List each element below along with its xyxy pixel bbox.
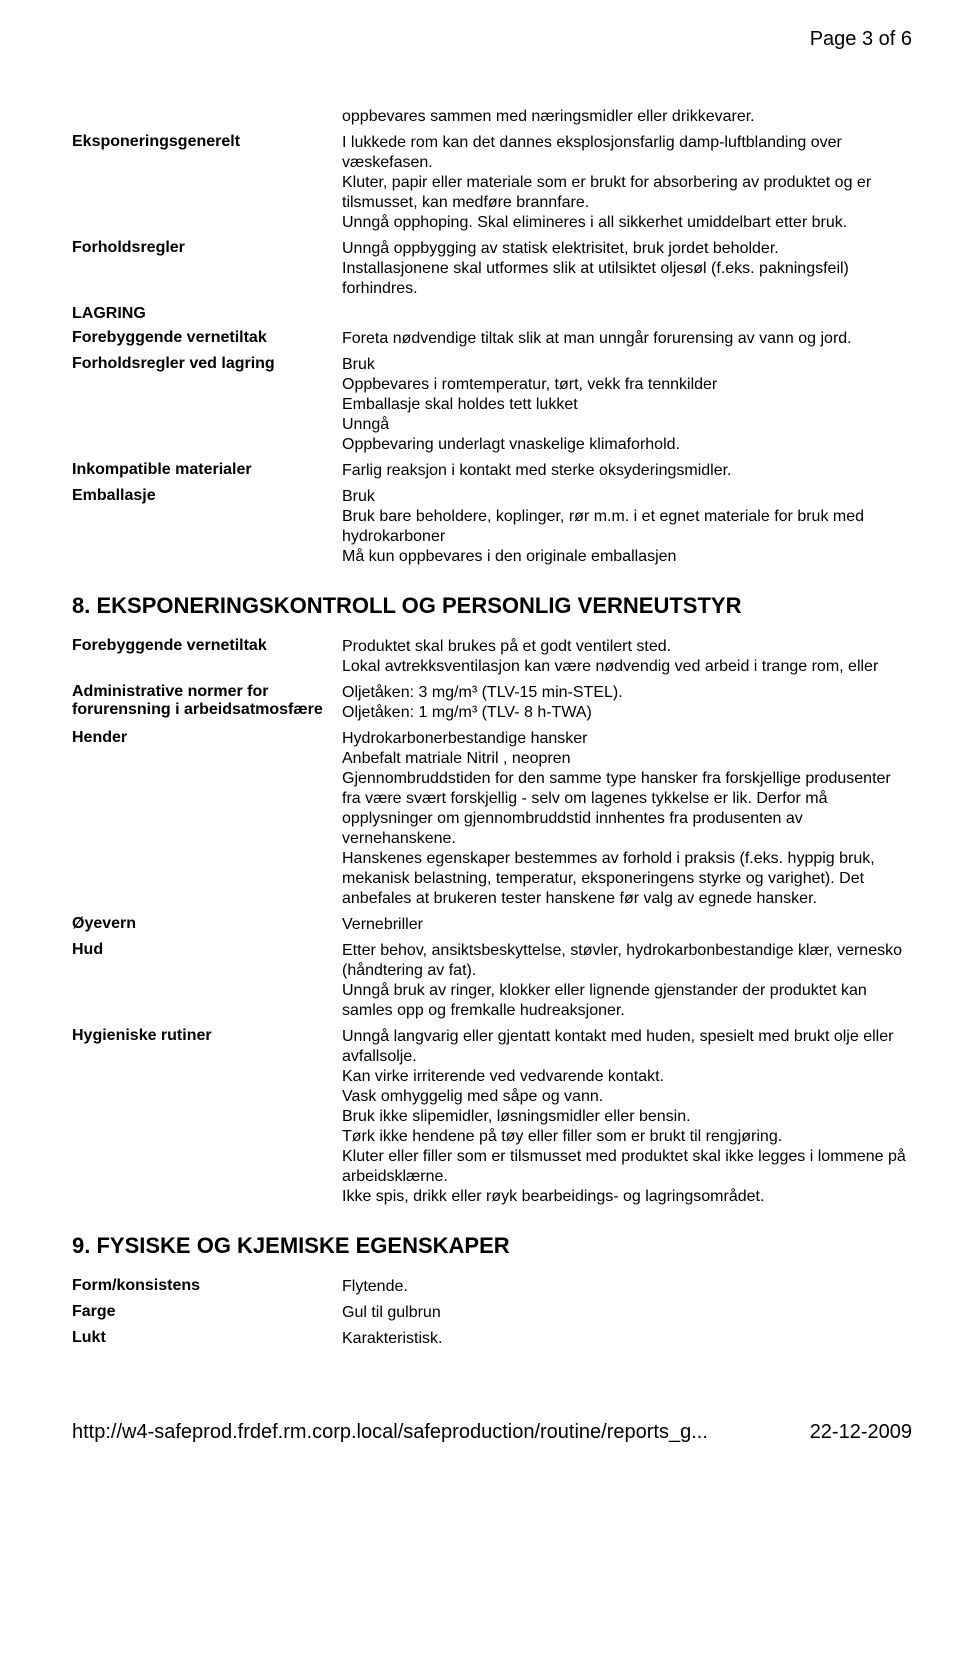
field-value: oppbevares sammen med næringsmidler elle… [342,107,912,127]
field-row: ForholdsreglerUnngå oppbygging av statis… [72,239,912,299]
field-value: Gul til gulbrun [342,1303,912,1323]
field-value: I lukkede rom kan det dannes eksplosjons… [342,133,912,233]
field-label: Form/konsistens [72,1277,342,1295]
field-value: Bruk Bruk bare beholdere, koplinger, rør… [342,487,912,567]
footer-url: http://w4-safeprod.frdef.rm.corp.local/s… [72,1421,708,1444]
section-rows-block-3: Form/konsistensFlytende.FargeGul til gul… [72,1277,912,1349]
page-footer: http://w4-safeprod.frdef.rm.corp.local/s… [72,1421,912,1444]
field-label: Lukt [72,1329,342,1347]
field-value: Flytende. [342,1277,912,1297]
field-row: EksponeringsgenereltI lukkede rom kan de… [72,133,912,233]
field-value: Etter behov, ansiktsbeskyttelse, støvler… [342,941,912,1021]
field-value: Produktet skal brukes på et godt ventile… [342,637,912,677]
field-value: Unngå langvarig eller gjentatt kontakt m… [342,1027,912,1207]
field-row: Inkompatible materialerFarlig reaksjon i… [72,461,912,481]
section-8-header: 8. EKSPONERINGSKONTROLL OG PERSONLIG VER… [72,593,912,619]
field-label: Forholdsregler [72,239,342,257]
field-label: Farge [72,1303,342,1321]
page-number: Page 3 of 6 [72,28,912,51]
field-row: Forebyggende vernetiltakProduktet skal b… [72,637,912,677]
field-row: LuktKarakteristisk. [72,1329,912,1349]
field-label: Administrative normer for forurensning i… [72,683,342,719]
field-row: HenderHydrokarbonerbestandige hansker An… [72,729,912,909]
field-value: Farlig reaksjon i kontakt med sterke oks… [342,461,912,481]
field-label: Hender [72,729,342,747]
field-value: Hydrokarbonerbestandige hansker Anbefalt… [342,729,912,909]
field-row: EmballasjeBruk Bruk bare beholdere, kopl… [72,487,912,567]
field-value: Foreta nødvendige tiltak slik at man unn… [342,329,912,349]
section-rows-block-1: oppbevares sammen med næringsmidler elle… [72,107,912,567]
field-row: HudEtter behov, ansiktsbeskyttelse, støv… [72,941,912,1021]
footer-date: 22-12-2009 [810,1421,912,1444]
document-page: Page 3 of 6 oppbevares sammen med næring… [0,0,960,1472]
field-label: Emballasje [72,487,342,505]
field-row: Forholdsregler ved lagringBruk Oppbevare… [72,355,912,455]
field-label: Forebyggende vernetiltak [72,637,342,655]
field-row: Form/konsistensFlytende. [72,1277,912,1297]
field-row: FargeGul til gulbrun [72,1303,912,1323]
field-value: Vernebriller [342,915,912,935]
section-rows-block-2: Forebyggende vernetiltakProduktet skal b… [72,637,912,1207]
field-label: Øyevern [72,915,342,933]
field-row: ØyevernVernebriller [72,915,912,935]
field-row: Administrative normer for forurensning i… [72,683,912,723]
field-row: LAGRING [72,305,912,323]
field-label: Hygieniske rutiner [72,1027,342,1045]
field-value: Unngå oppbygging av statisk elektrisitet… [342,239,912,299]
field-value: Karakteristisk. [342,1329,912,1349]
field-row: Forebyggende vernetiltakForeta nødvendig… [72,329,912,349]
field-label: Eksponeringsgenerelt [72,133,342,151]
field-label: Hud [72,941,342,959]
section-9-header: 9. FYSISKE OG KJEMISKE EGENSKAPER [72,1233,912,1259]
field-row: Hygieniske rutinerUnngå langvarig eller … [72,1027,912,1207]
field-value: Bruk Oppbevares i romtemperatur, tørt, v… [342,355,912,455]
field-row: oppbevares sammen med næringsmidler elle… [72,107,912,127]
field-label: Inkompatible materialer [72,461,342,479]
field-label: Forholdsregler ved lagring [72,355,342,373]
field-label: Forebyggende vernetiltak [72,329,342,347]
field-value: Oljetåken: 3 mg/m³ (TLV-15 min-STEL). Ol… [342,683,912,723]
field-label: LAGRING [72,305,912,323]
